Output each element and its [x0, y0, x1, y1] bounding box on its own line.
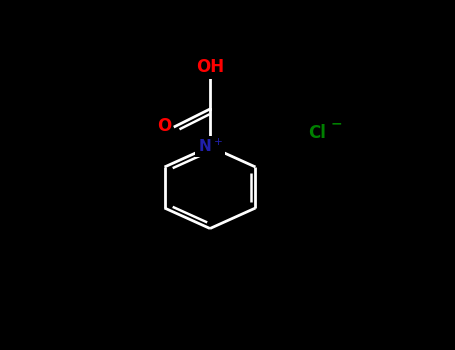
Text: Cl: Cl — [308, 124, 326, 141]
Text: OH: OH — [196, 58, 224, 77]
Text: −: − — [331, 117, 342, 131]
Text: O: O — [157, 118, 171, 135]
Text: $\mathregular{N}^+$: $\mathregular{N}^+$ — [197, 138, 222, 155]
